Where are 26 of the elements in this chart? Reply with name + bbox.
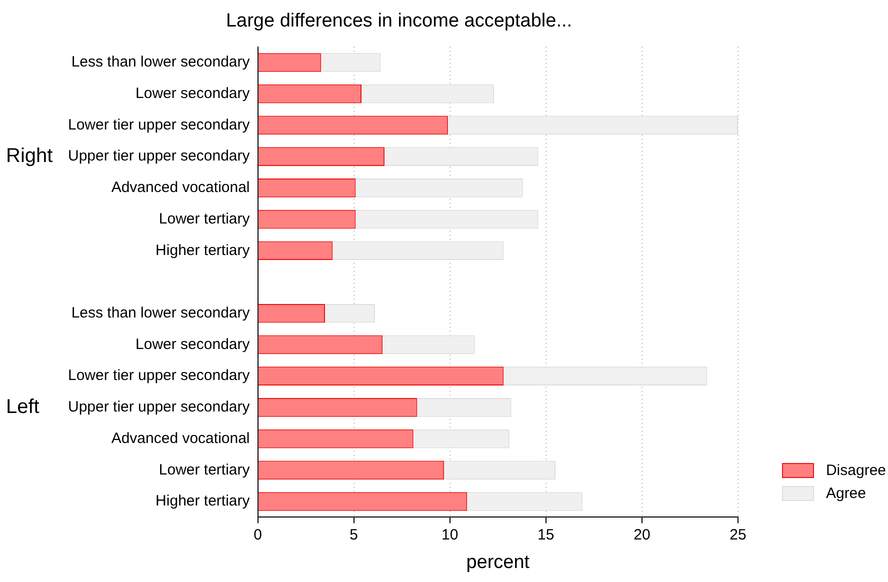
- y-tick-label: Upper tier upper secondary: [68, 148, 250, 165]
- x-axis-title: percent: [466, 552, 530, 573]
- x-tick-label: 0: [254, 526, 262, 544]
- y-tick-label: Higher tertiary: [156, 492, 250, 510]
- y-tick-label: Less than lower secondary: [71, 304, 250, 322]
- text: Agree: [826, 485, 866, 502]
- x-tick-label: 20: [634, 526, 650, 544]
- y-tick-label: Higher tertiary: [156, 242, 250, 259]
- legend-label: Disagree: [826, 462, 886, 479]
- y-tick-label: Advanced vocational: [111, 430, 250, 447]
- y-tick-label: Lower tier upper secondary: [68, 116, 250, 134]
- chart-title: Large differences in income acceptable...: [226, 10, 572, 32]
- x-tick-label: 10: [442, 526, 458, 544]
- text: Right: [6, 145, 54, 168]
- y-tick-label: Lower tertiary: [158, 461, 250, 478]
- y-tick-label: Lower tertiary: [158, 210, 250, 228]
- x-tick-label: 15: [538, 526, 554, 544]
- y-tick-label: Lower secondary: [136, 84, 250, 102]
- x-tick-label: 5: [350, 526, 358, 544]
- y-tick-label: Lower secondary: [136, 336, 250, 353]
- x-tick-label: 25: [730, 526, 746, 544]
- y-tick-label: Lower tier upper secondary: [68, 367, 250, 384]
- text: Left: [6, 396, 40, 418]
- y-tick-label: Advanced vocational: [111, 179, 250, 196]
- y-tick-label: Less than lower secondary: [71, 54, 250, 71]
- y-tick-label: Upper tier upper secondary: [68, 398, 250, 416]
